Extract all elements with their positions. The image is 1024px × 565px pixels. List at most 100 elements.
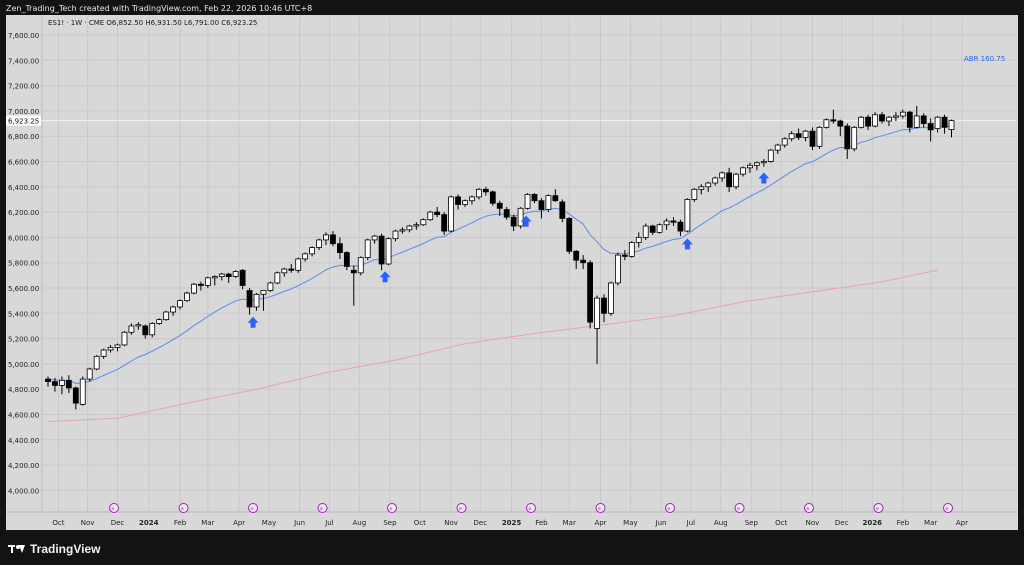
candle[interactable]: [253, 293, 260, 308]
candle[interactable]: [559, 201, 566, 219]
candle[interactable]: [844, 125, 851, 150]
candle[interactable]: [795, 133, 802, 138]
candle[interactable]: [72, 387, 79, 404]
candle[interactable]: [573, 250, 580, 261]
event-marker-icon[interactable]: [665, 503, 676, 513]
candle[interactable]: [587, 262, 593, 323]
candle[interactable]: [906, 111, 913, 128]
candle[interactable]: [475, 188, 482, 198]
candle[interactable]: [295, 258, 302, 271]
candle[interactable]: [371, 235, 378, 241]
candle[interactable]: [149, 323, 156, 336]
candle[interactable]: [524, 193, 531, 209]
candle[interactable]: [316, 239, 322, 248]
candle[interactable]: [232, 271, 239, 278]
candle[interactable]: [274, 272, 281, 284]
event-marker-icon[interactable]: [387, 503, 398, 513]
candle[interactable]: [100, 349, 107, 357]
candle[interactable]: [656, 224, 663, 233]
candle[interactable]: [802, 130, 809, 138]
candle[interactable]: [239, 269, 246, 286]
candle[interactable]: [503, 209, 510, 218]
candle[interactable]: [455, 196, 461, 205]
candle[interactable]: [677, 221, 684, 232]
candle[interactable]: [156, 319, 163, 324]
candle[interactable]: [399, 229, 406, 232]
candle[interactable]: [670, 220, 677, 223]
event-marker-icon[interactable]: [943, 503, 954, 513]
candle[interactable]: [837, 120, 844, 127]
event-marker-icon[interactable]: [248, 503, 259, 513]
candle[interactable]: [330, 234, 336, 245]
candle[interactable]: [698, 186, 705, 190]
candle[interactable]: [621, 254, 628, 257]
event-marker-icon[interactable]: [734, 503, 745, 513]
candle[interactable]: [816, 126, 823, 147]
candle[interactable]: [246, 290, 253, 308]
tradingview-brand[interactable]: TradingView: [8, 541, 100, 557]
candle[interactable]: [517, 207, 524, 227]
candle[interactable]: [733, 173, 739, 188]
candle[interactable]: [288, 268, 295, 271]
candle[interactable]: [420, 219, 427, 226]
candle[interactable]: [865, 116, 871, 127]
candle[interactable]: [86, 368, 93, 380]
candle[interactable]: [434, 211, 441, 216]
candle[interactable]: [323, 234, 329, 241]
candle[interactable]: [184, 292, 190, 302]
candle[interactable]: [851, 126, 858, 150]
candle[interactable]: [635, 236, 642, 243]
candle[interactable]: [177, 300, 183, 308]
candle[interactable]: [566, 218, 573, 252]
candle[interactable]: [705, 182, 712, 188]
candle[interactable]: [364, 239, 371, 259]
candle[interactable]: [872, 114, 878, 127]
candle[interactable]: [496, 202, 503, 209]
candle[interactable]: [886, 116, 892, 122]
candle[interactable]: [204, 277, 211, 286]
candle[interactable]: [93, 355, 100, 370]
candle[interactable]: [740, 167, 746, 175]
candle[interactable]: [788, 133, 795, 140]
candle[interactable]: [413, 224, 420, 227]
candle[interactable]: [726, 172, 732, 188]
candle[interactable]: [392, 230, 399, 240]
candle[interactable]: [545, 195, 552, 210]
candle[interactable]: [934, 116, 941, 130]
candle[interactable]: [45, 378, 51, 383]
candle[interactable]: [441, 214, 448, 232]
candle[interactable]: [170, 306, 177, 313]
candle[interactable]: [163, 311, 170, 321]
candle[interactable]: [211, 276, 218, 279]
candle[interactable]: [712, 177, 719, 184]
candle[interactable]: [538, 200, 545, 210]
candle[interactable]: [754, 162, 760, 166]
candle[interactable]: [218, 273, 225, 278]
candle[interactable]: [191, 283, 197, 294]
candle[interactable]: [79, 378, 86, 405]
candle[interactable]: [59, 379, 65, 386]
candle[interactable]: [913, 115, 920, 128]
event-marker-icon[interactable]: [456, 503, 467, 513]
event-marker-icon[interactable]: [873, 503, 884, 513]
candle[interactable]: [343, 252, 350, 267]
candle[interactable]: [642, 225, 649, 238]
candle[interactable]: [809, 130, 816, 147]
candle[interactable]: [462, 200, 468, 205]
candle[interactable]: [781, 138, 788, 146]
candle[interactable]: [760, 161, 767, 164]
candle[interactable]: [601, 297, 607, 314]
event-marker-icon[interactable]: [109, 503, 120, 513]
candle[interactable]: [899, 111, 906, 117]
candle[interactable]: [482, 188, 489, 193]
candle[interactable]: [615, 254, 621, 284]
candle[interactable]: [767, 149, 774, 162]
candle[interactable]: [594, 297, 600, 329]
price-chart[interactable]: 7,600.00 7,400.00 7,200.00 7,000.00 6,800.00…: [6, 15, 1018, 530]
candle[interactable]: [142, 325, 149, 336]
candle[interactable]: [260, 290, 267, 295]
candle[interactable]: [267, 282, 274, 291]
candle[interactable]: [336, 243, 343, 253]
candle[interactable]: [858, 116, 865, 128]
candle[interactable]: [920, 115, 927, 124]
